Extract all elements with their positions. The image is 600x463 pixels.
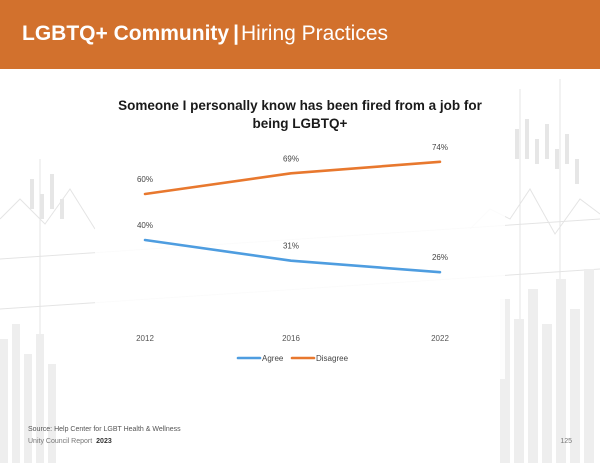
x-tick-label-2016: 2016	[282, 334, 300, 343]
page-title: LGBTQ+ Community |Hiring Practices	[22, 20, 388, 48]
header-bar: LGBTQ+ Community |Hiring Practices	[0, 0, 600, 69]
page-title-main: LGBTQ+ Community	[22, 22, 230, 45]
report-name: Unity Council Report	[28, 438, 93, 445]
series-line-disagree	[143, 160, 442, 196]
title-separator: |	[233, 22, 239, 45]
data-label-disagree-2022: 74%	[432, 143, 448, 152]
chart-title: Someone I personally know has been fired…	[118, 98, 482, 131]
legend-label-agree: Agree	[262, 354, 284, 363]
series-line-agree	[143, 238, 442, 274]
x-tick-label-2012: 2012	[136, 334, 154, 343]
report-label: Unity Council Report 2023	[28, 438, 112, 445]
x-tick-label-2022: 2022	[431, 334, 449, 343]
source-note: Source: Help Center for LGBT Health & We…	[28, 426, 181, 433]
data-label-agree-2012: 40%	[137, 221, 153, 230]
data-label-disagree-2012: 60%	[137, 175, 153, 184]
data-label-agree-2022: 26%	[432, 253, 448, 262]
data-label-agree-2016: 31%	[283, 242, 299, 251]
legend-label-disagree: Disagree	[316, 354, 349, 363]
page-title-section: Hiring Practices	[240, 22, 389, 45]
page-number: 125	[560, 438, 572, 445]
data-label-disagree-2016: 69%	[283, 154, 299, 163]
report-year: 2023	[96, 438, 112, 445]
background-stock-chart-decoration	[0, 79, 600, 463]
